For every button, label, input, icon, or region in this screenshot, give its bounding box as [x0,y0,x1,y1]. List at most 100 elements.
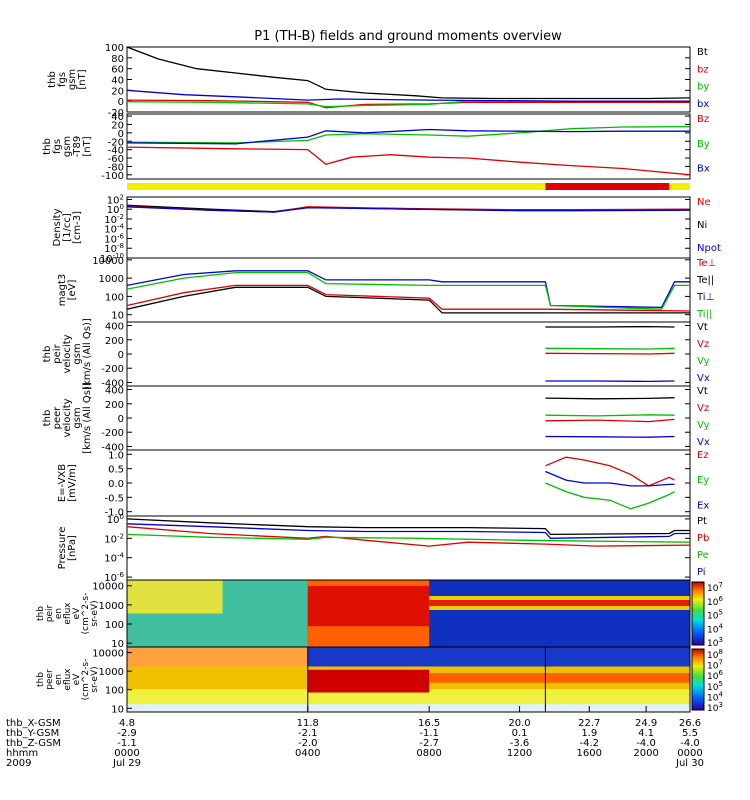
spectrogram-region [307,586,430,627]
y-tick-label: 0 [118,97,124,108]
legend-entry: Pb [697,533,709,544]
y-tick-label: 100 [105,43,124,54]
legend-entry: Vx [697,437,710,448]
series-line-Te⊥ [126,284,691,312]
legend-entry: Ne [697,197,711,208]
y-axis-label: gsm [62,136,73,157]
y-tick-label: 10-4 [104,552,124,565]
y-tick-label: 40 [111,76,124,87]
x-tick-label: 2000 [633,748,658,759]
y-axis-label: [nT] [77,69,88,89]
legend-entry: Vt [697,386,708,397]
y-axis-label: sr-eV) [90,666,100,692]
y-tick-label: 10 [111,639,124,650]
colorbar-tick-label: 104 [707,690,723,703]
y-axis-label: thb [42,138,53,155]
y-axis-label: fgs [57,72,68,87]
y-tick-label: 100 [105,686,124,697]
y-tick-label: 100 [107,513,124,526]
x-tick-label: -1.1 [419,728,439,739]
y-tick-label: 100 [105,292,124,303]
series-line-Ey [545,482,675,510]
spectrogram-region [307,647,690,667]
y-tick-label: 100 [107,203,124,216]
y-tick-label: -200 [101,428,124,439]
legend-entry: Vt [697,322,708,333]
y-tick-label: 10000 [92,256,124,267]
y-axis-label: [km/s (All Qs)] [82,318,93,390]
colorbar-tick-label: 104 [707,622,723,635]
x-tick-label: 24.9 [635,718,657,729]
y-axis-label: gsm [72,343,83,364]
legend-entry: Vz [697,403,709,414]
y-axis-label: -T89 [72,136,83,158]
x-tick-label: 16.5 [418,718,440,729]
colorbar-tick-label: 105 [707,609,723,622]
x-tick-label: 4.8 [119,718,135,729]
y-axis-label: E=-VXB [57,464,68,502]
x-tick-label: 4.1 [638,728,654,739]
y-tick-label: 10-2 [104,213,124,226]
y-tick-label: 1000 [99,601,124,612]
x-tick-label: Jul 29 [112,758,141,769]
y-tick-label: 10-2 [104,532,124,545]
spectrogram [126,579,691,648]
x-tick-label: -2.0 [298,738,318,749]
legend-entry: Vz [697,339,709,350]
y-tick-label: 80 [111,54,124,65]
y-tick-label: -400 [101,378,124,389]
x-tick-label: 0800 [416,748,441,759]
spectrogram-region [127,704,690,712]
x-tick-label: 1600 [577,748,602,759]
x-tick-label: 0000 [114,748,139,759]
y-axis-label: gsm [72,407,83,428]
colorbar [691,648,705,711]
x-row-label: thb_X-GSM [6,718,61,729]
y-tick-label: 10-6 [104,571,124,584]
y-axis-label: magt3 [57,274,68,307]
legend-entry: Pt [697,516,707,527]
y-tick-label: 0 [118,414,124,425]
x-tick-label: -2.1 [298,728,318,739]
y-axis-label: thb [47,71,58,88]
x-row-label: thb_Z-GSM [6,738,61,749]
y-axis-label: peer [52,406,63,430]
colorbar-tick-label: 105 [707,680,723,693]
series-line-Vx [545,435,675,438]
mode-bar-segment [545,183,670,190]
y-tick-label: 0 [118,350,124,361]
y-axis-label: [km/s (All Qs)] [82,382,93,454]
x-tick-label: 5.5 [682,728,698,739]
legend-entry: Vy [697,420,710,431]
x-tick-label: 11.8 [297,718,319,729]
y-tick-label: -100 [101,171,124,182]
y-axis-label: (cm^2-s- [81,593,91,635]
y-tick-label: 1000 [99,667,124,678]
legend-entry: Pi [697,567,706,578]
spectrogram [126,646,691,713]
y-tick-label: 10 [111,311,124,322]
x-tick-label: -2.9 [117,728,137,739]
y-tick-label: 102 [107,193,124,206]
series-line-Ex [545,470,675,487]
y-axis-label: peir [52,343,63,363]
series-line-Bx [126,128,690,145]
y-axis-label: thb [42,346,53,363]
legend-entry: By [697,139,710,150]
x-tick-label: -4.2 [580,738,600,749]
y-tick-label: 0.0 [108,479,124,490]
legend-entry: Ti⊥ [696,292,714,303]
legend-entry: Npot [697,243,721,254]
y-axis-label: peer [45,669,55,690]
y-tick-label: 10-4 [104,223,124,236]
series-line-Pe [126,533,691,543]
y-tick-label: 20 [111,86,124,97]
legend-entry: Ti|| [696,309,712,320]
x-row-label: hhmm [6,748,38,759]
y-tick-label: -400 [101,442,124,453]
series-line-Vt [545,397,675,400]
series-line-Vy [545,347,675,350]
series-line-Vz [545,352,675,355]
x-row-label: thb_Y-GSM [6,728,59,739]
